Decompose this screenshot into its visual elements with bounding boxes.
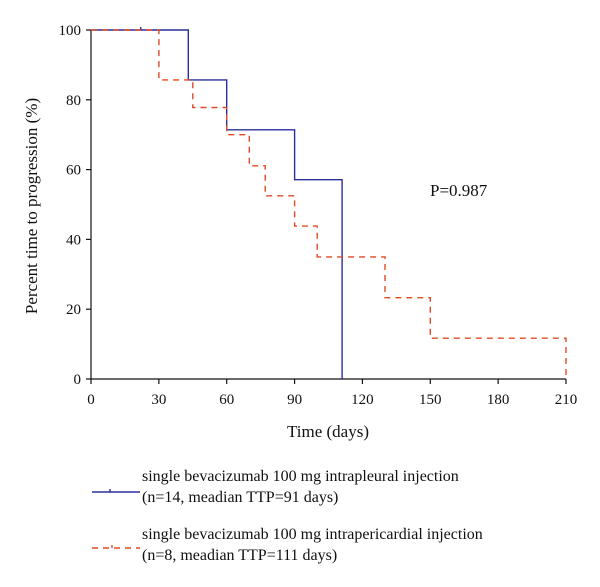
legend-item-intrapleural: single bevacizumab 100 mg intrapleural i…: [88, 466, 593, 524]
series-line-2: [91, 29, 567, 379]
y-axis-title: Percent time to progression (%): [22, 98, 41, 314]
axes: 0 20 40 60 80 100 0 30 60 90 120 150 180 210: [59, 23, 578, 408]
legend-label: single bevacizumab 100 mg intrapericardi…: [142, 524, 483, 566]
x-tick-label: 60: [219, 392, 234, 408]
y-tick-label: 20: [66, 302, 81, 318]
x-tick-label: 0: [87, 392, 95, 408]
x-tick-label: 210: [555, 392, 578, 408]
legend-series-name: single bevacizumab 100 mg intrapleural i…: [142, 468, 459, 485]
x-axis-title: Time (days): [287, 422, 369, 441]
legend-swatch-solid: [92, 489, 140, 493]
series-layer: [91, 27, 567, 379]
y-tick-label: 80: [66, 93, 81, 109]
legend-series-name: single bevacizumab 100 mg intrapericardi…: [142, 526, 483, 543]
y-tick-label: 0: [74, 372, 82, 388]
legend-item-intrapericardial: single bevacizumab 100 mg intrapericardi…: [88, 524, 593, 582]
y-tick-label: 40: [66, 232, 81, 248]
y-tick-label: 100: [59, 23, 82, 39]
x-tick-label: 150: [419, 392, 442, 408]
legend-label: single bevacizumab 100 mg intrapleural i…: [142, 466, 459, 508]
legend-swatch-dashed: [92, 545, 140, 549]
x-tick-label: 120: [351, 392, 374, 408]
y-tick-label: 60: [66, 163, 81, 179]
legend-series-detail: (n=8, meadian TTP=111 days): [142, 547, 338, 564]
x-tick-label: 30: [151, 392, 166, 408]
x-tick-label: 90: [287, 392, 302, 408]
x-tick-label: 180: [487, 392, 510, 408]
series-line-1: [91, 29, 343, 379]
legend-series-detail: (n=14, meadian TTP=91 days): [142, 489, 339, 506]
legend: single bevacizumab 100 mg intrapleural i…: [88, 466, 593, 582]
p-value-annotation: P=0.987: [430, 181, 488, 200]
